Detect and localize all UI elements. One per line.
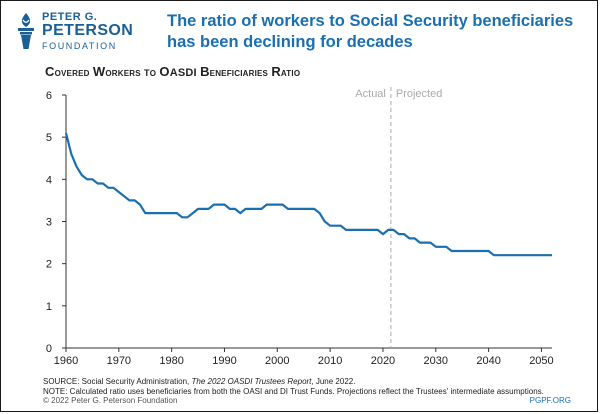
ratio-series-line — [64, 132, 552, 257]
torch-logo-icon — [18, 13, 34, 49]
x-tick-label: 1980 — [159, 355, 183, 367]
x-tick-label: 2050 — [529, 355, 553, 367]
source-suffix: , June 2022. — [311, 377, 356, 386]
source-line: SOURCE: Social Security Administration, … — [43, 377, 544, 387]
x-tick-label: 2000 — [265, 355, 289, 367]
pgpf-url-link[interactable]: PGPF.ORG — [529, 396, 571, 405]
x-tick-label: 2020 — [371, 355, 395, 367]
x-tick-label: 1970 — [107, 355, 131, 367]
logo-text-line1: PETER G. — [42, 11, 98, 23]
projected-label: Projected — [396, 88, 442, 100]
actual-label: Actual — [355, 88, 386, 100]
x-tick-label: 2040 — [476, 355, 500, 367]
source-title: The 2022 OASDI Trustees Report — [191, 377, 312, 386]
x-tick-label: 1990 — [212, 355, 236, 367]
y-tick-label: 6 — [46, 90, 52, 102]
y-tick-label: 1 — [46, 301, 52, 313]
y-tick-label: 5 — [46, 132, 52, 144]
y-tick-label: 4 — [46, 174, 52, 186]
source-note: SOURCE: Social Security Administration, … — [43, 377, 544, 396]
headline: The ratio of workers to Social Security … — [167, 12, 574, 51]
y-tick-label: 0 — [46, 343, 52, 355]
y-tick-label: 3 — [46, 217, 52, 229]
logo-text-line2: PETERSON — [42, 22, 134, 39]
note-line: NOTE: Calculated ratio uses beneficiarie… — [43, 386, 544, 396]
chart-title: Covered Workers to OASDI Beneficiaries R… — [45, 64, 301, 79]
copyright: © 2022 Peter G. Peterson Foundation — [43, 396, 178, 405]
source-prefix: SOURCE: Social Security Administration, — [43, 377, 192, 386]
x-tick-label: 2010 — [318, 355, 342, 367]
x-tick-label: 2030 — [424, 355, 448, 367]
pgpf-logo[interactable]: PETER G. PETERSON FOUNDATION — [12, 11, 162, 53]
y-tick-label: 2 — [46, 259, 52, 271]
x-tick-label: 1960 — [54, 355, 78, 367]
logo-text-line3: FOUNDATION — [42, 41, 117, 51]
